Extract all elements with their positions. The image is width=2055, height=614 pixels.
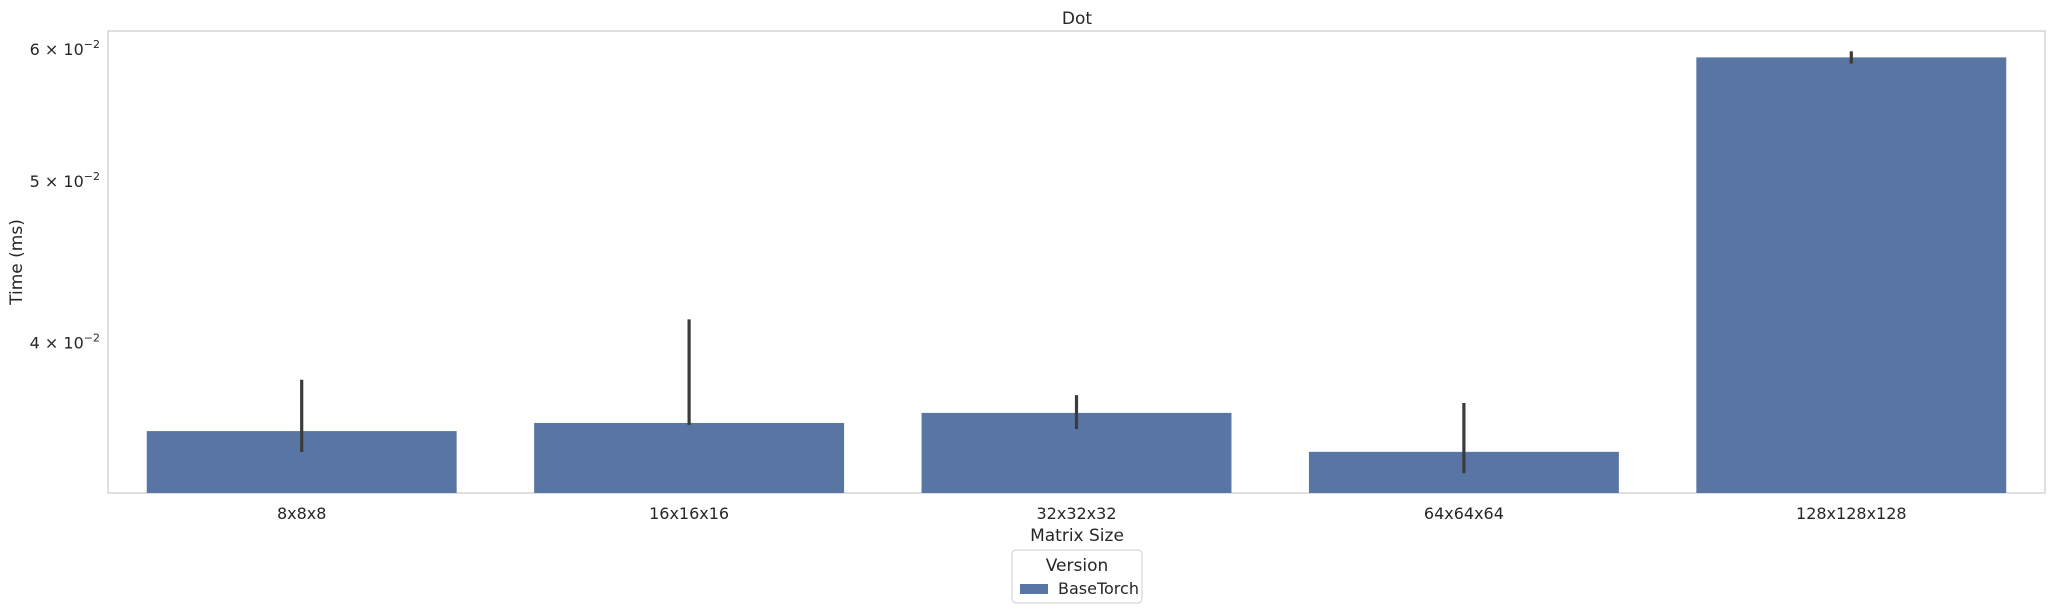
y-tick-label: 4 × 10−2: [30, 332, 100, 353]
legend: Version BaseTorch: [1011, 549, 1143, 604]
y-tick-label: 6 × 10−2: [30, 38, 100, 59]
y-axis-label: Time (ms): [7, 219, 27, 306]
legend-swatch-basetorch: [1020, 584, 1048, 594]
y-tick-label: 5 × 10−2: [30, 170, 100, 191]
y-axis-ticks: 4 × 10−2 5 × 10−2 6 × 10−2: [30, 38, 100, 353]
error-bars-group: [300, 51, 1853, 474]
x-tick-label: 32x32x32: [1036, 504, 1116, 523]
x-tick-label: 128x128x128: [1796, 504, 1907, 523]
chart-title: Dot: [1062, 9, 1092, 29]
x-tick-label: 8x8x8: [277, 504, 326, 523]
x-axis-ticks: 8x8x8 16x16x16 32x32x32 64x64x64 128x128x128: [277, 504, 1907, 523]
x-tick-label: 64x64x64: [1424, 504, 1504, 523]
bars-group: [146, 57, 2007, 493]
bar-128x128x128: [1696, 57, 2007, 493]
x-tick-label: 16x16x16: [649, 504, 729, 523]
bar-16x16x16: [534, 422, 845, 493]
legend-title: Version: [1046, 556, 1109, 576]
legend-entry-label: BaseTorch: [1058, 579, 1139, 598]
x-axis-label: Matrix Size: [1030, 526, 1124, 546]
